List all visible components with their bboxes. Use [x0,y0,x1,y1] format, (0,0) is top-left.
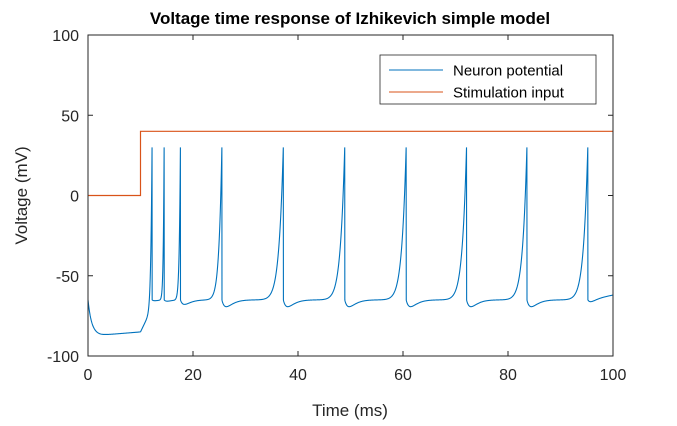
x-tick-label: 40 [289,367,307,384]
x-tick-label: 80 [499,367,517,384]
x-tick-label: 100 [600,367,627,384]
series-line-neuron-potential [87,147,614,336]
legend: Neuron potential Stimulation input [379,54,597,105]
x-tick-label: 0 [84,367,93,384]
x-tick-label: 60 [394,367,412,384]
y-tick-label: 0 [70,189,79,206]
y-axis-label: Voltage (mV) [12,146,31,244]
chart-title: Voltage time response of Izhikevich simp… [150,9,550,28]
x-axis-label: Time (ms) [312,401,388,420]
y-tick-label: -50 [56,269,79,286]
legend-label-stimulation-input: Stimulation input [453,85,565,102]
x-tick-label: 20 [184,367,202,384]
x-axis-ticks: 0 20 40 60 80 100 [84,35,627,384]
series-layer [87,130,614,336]
legend-box [379,54,597,105]
y-axis-ticks: -100 -50 0 50 100 [47,28,613,366]
y-tick-label: -100 [47,349,79,366]
y-tick-label: 100 [52,28,79,45]
plot-frame [87,34,614,357]
series-line-stimulation-input [88,130,613,197]
legend-label-neuron-potential: Neuron potential [453,63,563,80]
y-tick-label: 50 [61,108,79,125]
